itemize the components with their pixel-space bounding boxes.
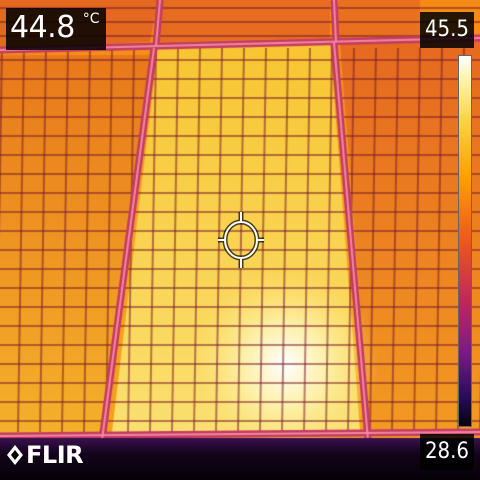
brand-name: FLIR (26, 441, 84, 469)
flir-logo: FLIR (6, 440, 84, 470)
scale-min-value: 28.6 (420, 434, 474, 470)
flir-diamond-icon (7, 445, 23, 465)
crosshair-icon (218, 212, 264, 268)
spot-temperature-value: 44.8 (10, 10, 75, 45)
spot-temperature-readout: 44.8 °C (6, 8, 106, 50)
scale-max-value: 45.5 (420, 12, 474, 48)
color-scale-bar (458, 55, 472, 427)
temperature-unit: °C (82, 11, 100, 27)
